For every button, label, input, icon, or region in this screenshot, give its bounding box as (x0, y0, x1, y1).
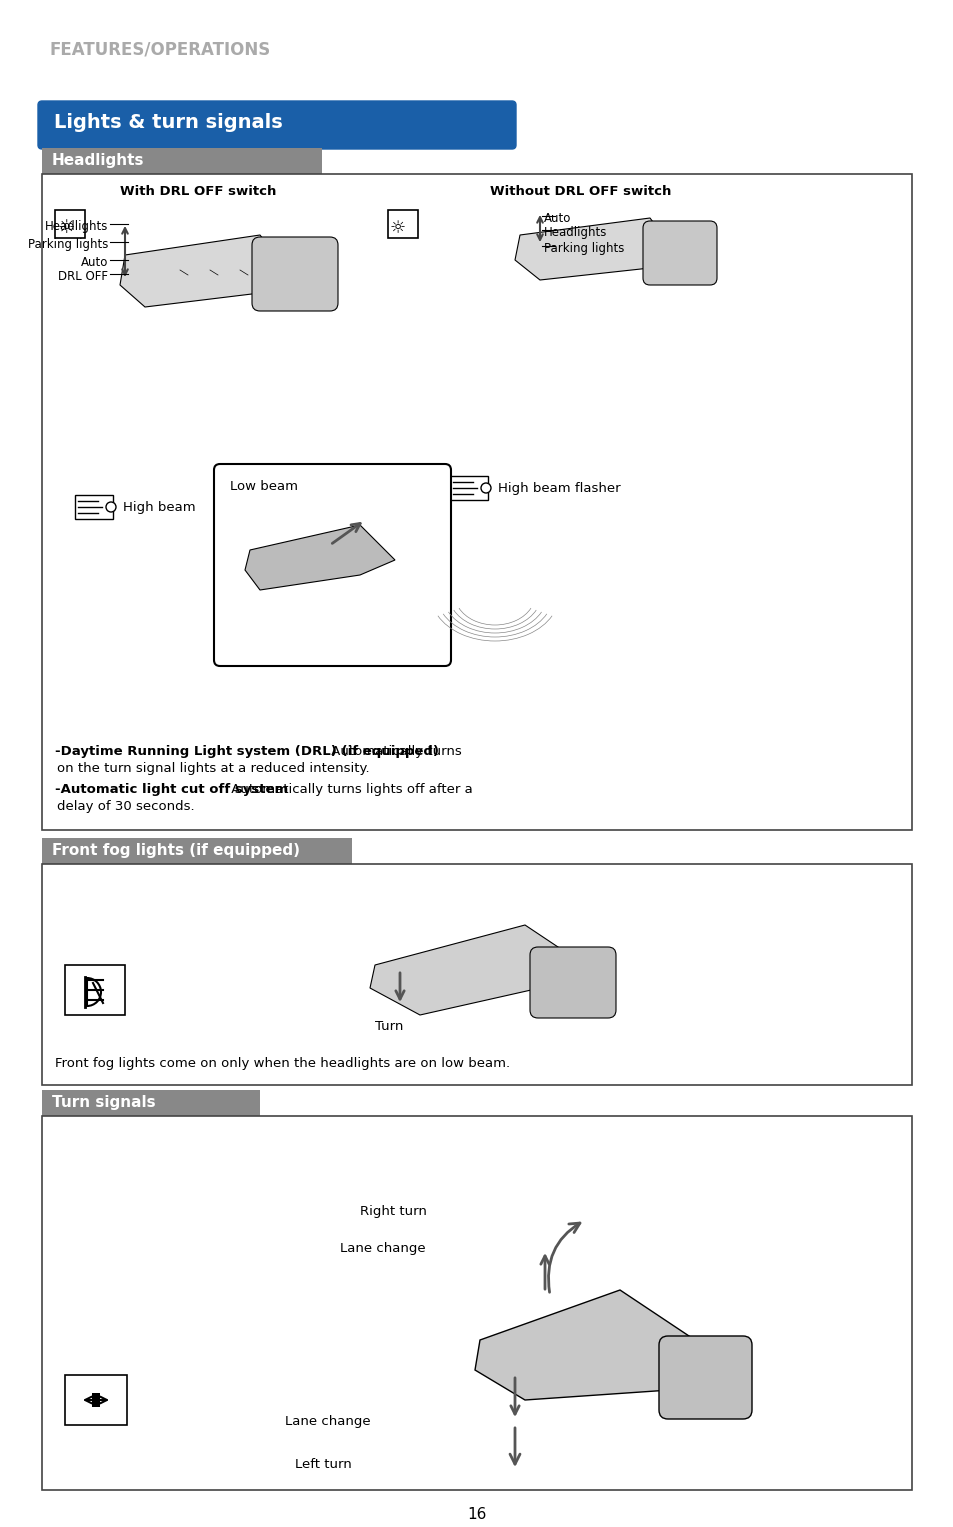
Text: Turn: Turn (375, 1020, 403, 1032)
Text: Low beam: Low beam (230, 479, 297, 493)
Text: DRL OFF: DRL OFF (58, 270, 108, 282)
Text: Without DRL OFF switch: Without DRL OFF switch (490, 185, 671, 199)
Text: Parking lights: Parking lights (543, 241, 623, 255)
Text: Headlights: Headlights (543, 226, 607, 240)
Bar (388, 211, 417, 238)
Text: High beam: High beam (123, 501, 195, 515)
Bar (55, 211, 85, 238)
Text: Front fog lights come on only when the headlights are on low beam.: Front fog lights come on only when the h… (55, 1057, 510, 1070)
Bar (42, 148, 322, 174)
Polygon shape (370, 925, 584, 1015)
FancyBboxPatch shape (530, 947, 616, 1019)
Text: With DRL OFF switch: With DRL OFF switch (120, 185, 276, 199)
Circle shape (106, 502, 116, 512)
Text: Left turn: Left turn (294, 1458, 352, 1471)
Bar (42, 174, 911, 831)
Text: Right turn: Right turn (359, 1205, 426, 1219)
Bar (42, 864, 911, 1086)
Text: Lane change: Lane change (339, 1241, 425, 1255)
Bar (91, 1393, 100, 1406)
Text: Headlights: Headlights (52, 153, 144, 168)
Text: Auto: Auto (81, 257, 108, 269)
Text: Turn signals: Turn signals (52, 1095, 155, 1110)
Polygon shape (120, 235, 294, 307)
Bar (65, 965, 125, 1015)
Text: Front fog lights (if equipped): Front fog lights (if equipped) (52, 843, 299, 858)
Text: Parking lights: Parking lights (28, 238, 108, 250)
Text: -Daytime Running Light system (DRL) (if equipped): -Daytime Running Light system (DRL) (if … (55, 745, 438, 757)
Text: ☼: ☼ (57, 218, 74, 237)
Text: Automatically turns: Automatically turns (327, 745, 461, 757)
FancyBboxPatch shape (642, 221, 717, 286)
Text: Auto: Auto (543, 212, 571, 224)
Text: FEATURES/OPERATIONS: FEATURES/OPERATIONS (50, 40, 271, 58)
FancyBboxPatch shape (659, 1336, 751, 1419)
Bar (65, 1374, 127, 1425)
FancyBboxPatch shape (252, 237, 337, 312)
Bar (42, 1090, 260, 1116)
Circle shape (480, 483, 491, 493)
Text: on the turn signal lights at a reduced intensity.: on the turn signal lights at a reduced i… (57, 762, 369, 776)
Text: ☼: ☼ (390, 218, 406, 237)
Text: Lights & turn signals: Lights & turn signals (54, 113, 282, 131)
Text: Headlights: Headlights (45, 220, 108, 234)
Polygon shape (475, 1290, 709, 1400)
Bar (75, 495, 112, 519)
Bar (42, 838, 352, 864)
Text: Lane change: Lane change (285, 1416, 370, 1428)
FancyBboxPatch shape (213, 464, 451, 666)
Text: delay of 30 seconds.: delay of 30 seconds. (57, 800, 194, 812)
Bar (42, 1116, 911, 1490)
Text: Automatically turns lights off after a: Automatically turns lights off after a (227, 783, 473, 796)
Text: High beam flasher: High beam flasher (497, 483, 620, 495)
FancyBboxPatch shape (38, 101, 516, 150)
Text: 16: 16 (467, 1507, 486, 1522)
Polygon shape (245, 525, 395, 589)
Bar (42, 105, 512, 145)
Polygon shape (515, 218, 679, 279)
Bar (450, 476, 488, 499)
Text: -Automatic light cut off system: -Automatic light cut off system (55, 783, 288, 796)
